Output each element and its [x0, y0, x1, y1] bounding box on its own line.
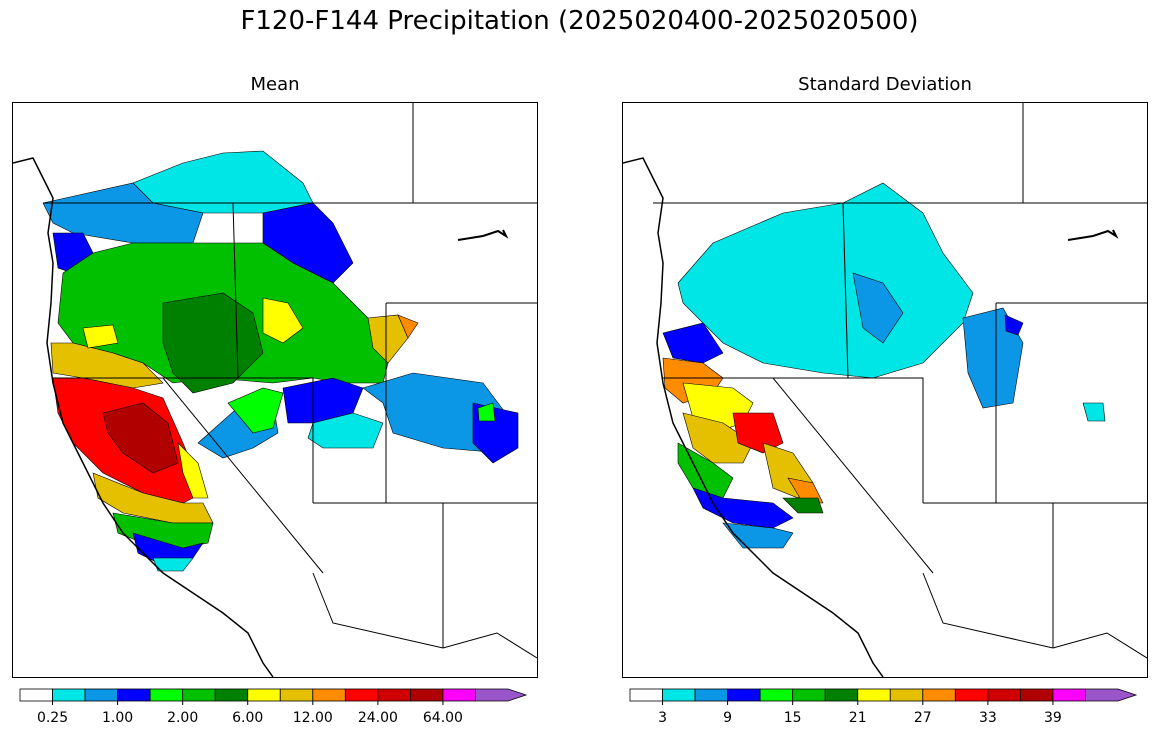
stddev-colorbar-swatch [792, 688, 826, 702]
mean-basin-darkred [102, 402, 179, 474]
stddev-panel-title: Standard Deviation [798, 74, 972, 95]
mean-colorbar-swatch [409, 688, 444, 702]
stddev-colorbar-swatch [824, 688, 859, 702]
mean-colorbar-swatch [19, 688, 53, 702]
stddev-colorbar-swatch [727, 688, 761, 702]
mean-map [12, 102, 538, 678]
mean-colorbar-tick-label: 6.00 [232, 710, 264, 726]
mean-colorbar-swatch [182, 688, 216, 702]
stddev-colorbar-swatch [1019, 688, 1054, 702]
stddev-basin-north-cyan [677, 182, 974, 379]
mean-colorbar [19, 688, 528, 705]
mean-colorbar-swatch [84, 688, 118, 702]
mean-basin-orange-ne [397, 314, 419, 339]
mean-colorbar-swatch [344, 688, 379, 702]
stddev-colorbar-tick-label: 27 [913, 710, 932, 726]
stddev-basin-ne-blue [962, 307, 1024, 409]
stddev-basin-darkgreen [782, 497, 824, 514]
figure-title: F120-F144 Precipitation (2025020400-2025… [240, 6, 919, 36]
mean-colorbar-tick-label: 64.00 [422, 710, 463, 726]
stddev-basin-south-lightblue [722, 522, 794, 549]
mean-coastline [13, 157, 274, 677]
mean-basin-yellow-b [367, 314, 409, 364]
stddev-state-boundaries [653, 103, 1147, 659]
mean-colorbar-tick-label: 1.00 [102, 710, 134, 726]
stddev-basin-mixed-orange [682, 412, 754, 464]
stddev-colorbar-tick-label: 21 [848, 710, 867, 726]
stddev-colorbar-swatch [922, 688, 956, 702]
stddev-colorbar-swatch [1052, 688, 1086, 702]
mean-basin-sierra-yellow [177, 442, 209, 499]
mean-colorbar-swatch [279, 688, 314, 702]
mean-panel-title: Mean [250, 74, 300, 95]
stddev-basin-north-blue [852, 272, 904, 344]
stddev-colorbar-swatch [987, 688, 1021, 702]
mean-basin-coast-orange [50, 342, 164, 389]
stddev-colorbar-tick-label: 3 [658, 710, 667, 726]
stddev-basin-sierra-orange [787, 477, 824, 504]
mean-basin-yellow-c [82, 324, 119, 349]
mean-colorbar-swatch [247, 688, 281, 702]
stddev-colorbar-swatch [889, 688, 924, 702]
mean-map-canvas [13, 103, 537, 677]
stddev-basin-east-cyan [1082, 402, 1106, 422]
stddev-map [622, 102, 1148, 678]
mean-colorbar-tick-label: 24.00 [357, 710, 398, 726]
stddev-coastline [623, 157, 884, 677]
mean-colorbar-tick-label: 12.00 [292, 710, 333, 726]
mean-colorbar-swatch [377, 688, 411, 702]
mean-basin-east-cyan [307, 412, 384, 449]
stddev-colorbar-swatch [954, 688, 989, 702]
mean-colorbar-swatch [312, 688, 346, 702]
stddev-lake-michigan-fragment [1067, 229, 1119, 241]
stddev-colorbar-swatch [629, 688, 663, 702]
stddev-colorbar-canvas [629, 688, 1138, 705]
mean-colorbar-canvas [19, 688, 528, 705]
stddev-basin-ne-darkblue [1004, 314, 1024, 336]
stddev-colorbar-extend-arrow [1085, 688, 1138, 702]
stddev-colorbar-tick-label: 33 [978, 710, 997, 726]
stddev-colorbar-tick-label: 15 [783, 710, 802, 726]
mean-basin-north-cyan [132, 150, 314, 214]
stddev-basin-coast-blue [662, 322, 724, 364]
mean-colorbar-swatch [214, 688, 249, 702]
stddev-colorbar-swatch [857, 688, 891, 702]
mean-lake-michigan-fragment [457, 229, 509, 241]
stddev-colorbar-tick-label: 39 [1044, 710, 1062, 726]
mean-colorbar-extend-arrow [475, 688, 528, 702]
stddev-colorbar-tick-label: 9 [723, 710, 733, 726]
stddev-colorbar-swatch [694, 688, 728, 702]
mean-basin-east-green [477, 402, 496, 422]
mean-colorbar-swatch [117, 688, 151, 702]
mean-basin-interior-green [227, 387, 284, 434]
stddev-map-canvas [623, 103, 1147, 677]
stddev-colorbar-swatch [759, 688, 794, 702]
stddev-basin-south-blue [692, 487, 794, 529]
stddev-colorbar-swatch [662, 688, 696, 702]
stddev-colorbar [629, 688, 1138, 705]
mean-colorbar-swatch [149, 688, 184, 702]
mean-basin-yellow-a [262, 297, 304, 344]
mean-colorbar-swatch [442, 688, 476, 702]
mean-state-boundaries [43, 103, 537, 659]
mean-colorbar-tick-label: 2.00 [167, 710, 199, 726]
mean-colorbar-swatch [52, 688, 86, 702]
mean-colorbar-tick-label: 0.25 [36, 710, 69, 726]
